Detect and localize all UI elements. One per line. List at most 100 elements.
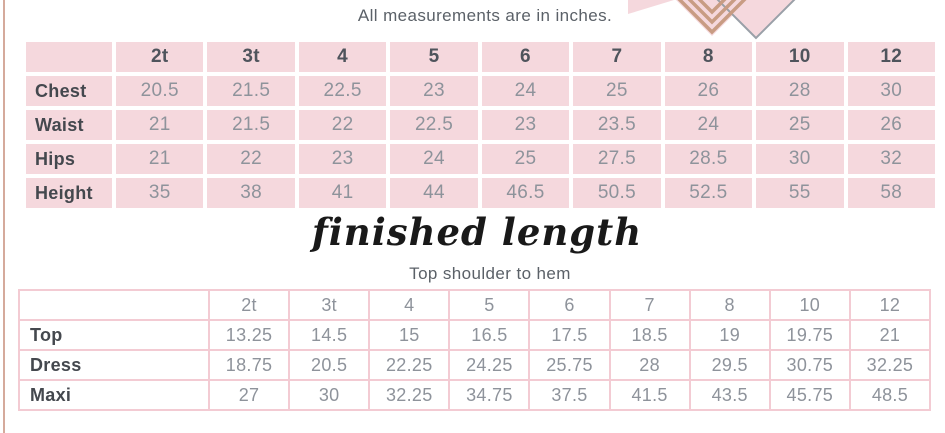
row-label: Dress [18,349,210,381]
size-column-header: 7 [573,42,661,72]
value-cell: 24.25 [448,349,531,381]
size-column-header: 5 [390,42,478,72]
value-cell: 35 [116,178,204,208]
table-row: Dress 18.75 20.5 22.25 24.25 25.75 28 29.5 30.75… [18,349,932,381]
value-cell: 16.5 [448,319,531,351]
size-column-header: 4 [368,289,451,321]
value-cell: 45.75 [768,379,851,411]
value-cell: 24 [664,110,753,140]
value-cell: 21 [116,110,204,140]
size-column-header: 7 [608,289,691,321]
value-cell: 30 [847,76,935,106]
size-column-header: 6 [528,289,611,321]
value-cell: 52.5 [664,178,753,208]
value-cell: 15 [368,319,451,351]
diamond-chevron-decoration-icon [628,0,796,40]
corner-cell [26,42,112,72]
size-column-header: 3t [207,42,295,72]
value-cell: 20.5 [116,76,204,106]
size-column-header: 3t [288,289,371,321]
finished-length-subheading: Top shoulder to hem [409,264,571,283]
table-row: Chest 20.5 21.5 22.5 23 24 25 26 28 30 [26,76,935,106]
value-cell: 32.25 [368,379,451,411]
value-cell: 30 [756,144,844,174]
size-column-header: 12 [848,289,932,321]
value-cell: 22.5 [390,110,478,140]
value-cell: 27.5 [573,144,661,174]
value-cell: 18.75 [207,349,291,381]
table-row: Top 13.25 14.5 15 16.5 17.5 18.5 19 19.75 21 [18,319,932,351]
size-column-header: 2t [116,42,204,72]
finished-length-table: 2t 3t 4 5 6 7 8 10 12 Top 13.25 14.5 15 16.5 17.5 18.5 1… [18,289,932,411]
row-label: Waist [26,110,112,140]
value-cell: 29.5 [688,349,771,381]
value-cell: 21 [116,144,204,174]
value-cell: 38 [207,178,295,208]
value-cell: 37.5 [528,379,611,411]
value-cell: 58 [847,178,935,208]
header-row: 2t 3t 4 5 6 7 8 10 12 [26,42,935,72]
value-cell: 23.5 [573,110,661,140]
value-cell: 14.5 [288,319,371,351]
value-cell: 24 [481,76,570,106]
size-column-header: 10 [768,289,851,321]
value-cell: 22.25 [368,349,451,381]
value-cell: 23 [481,110,570,140]
value-cell: 48.5 [848,379,932,411]
value-cell: 25.75 [528,349,611,381]
value-cell: 46.5 [481,178,570,208]
value-cell: 25 [756,110,844,140]
value-cell: 50.5 [573,178,661,208]
table-row: Waist 21 21.5 22 22.5 23 23.5 24 25 26 [26,110,935,140]
table-row: Maxi 27 30 32.25 34.75 37.5 41.5 43.5 45.75 48.5 [18,379,932,411]
finished-length-heading: finished length [311,210,643,254]
left-accent-line [3,0,5,433]
value-cell: 25 [481,144,570,174]
value-cell: 27 [207,379,291,411]
value-cell: 44 [390,178,478,208]
size-column-header: 2t [207,289,291,321]
row-label: Top [18,319,210,351]
header-row: 2t 3t 4 5 6 7 8 10 12 [18,289,932,321]
row-label: Hips [26,144,112,174]
value-cell: 22 [298,110,387,140]
table-row: Height 35 38 41 44 46.5 50.5 52.5 55 58 [26,178,935,208]
value-cell: 24 [390,144,478,174]
value-cell: 22.5 [298,76,387,106]
table-row: Hips 21 22 23 24 25 27.5 28.5 30 32 [26,144,935,174]
value-cell: 26 [847,110,935,140]
value-cell: 32.25 [848,349,932,381]
row-label: Maxi [18,379,210,411]
value-cell: 28 [608,349,691,381]
value-cell: 32 [847,144,935,174]
size-column-header: 5 [448,289,531,321]
value-cell: 41 [298,178,387,208]
value-cell: 28 [756,76,844,106]
value-cell: 55 [756,178,844,208]
value-cell: 19 [688,319,771,351]
value-cell: 43.5 [688,379,771,411]
row-label: Height [26,178,112,208]
value-cell: 25 [573,76,661,106]
value-cell: 18.5 [608,319,691,351]
size-column-header: 8 [688,289,771,321]
row-label: Chest [26,76,112,106]
size-column-header: 8 [664,42,753,72]
size-column-header: 10 [756,42,844,72]
measurements-note: All measurements are in inches. [357,6,613,25]
value-cell: 30.75 [768,349,851,381]
value-cell: 30 [288,379,371,411]
value-cell: 23 [390,76,478,106]
value-cell: 13.25 [207,319,291,351]
value-cell: 17.5 [528,319,611,351]
value-cell: 26 [664,76,753,106]
value-cell: 28.5 [664,144,753,174]
corner-cell [18,289,210,321]
value-cell: 41.5 [608,379,691,411]
value-cell: 21.5 [207,76,295,106]
size-column-header: 6 [481,42,570,72]
value-cell: 34.75 [448,379,531,411]
size-column-header: 12 [847,42,935,72]
value-cell: 21 [848,319,932,351]
